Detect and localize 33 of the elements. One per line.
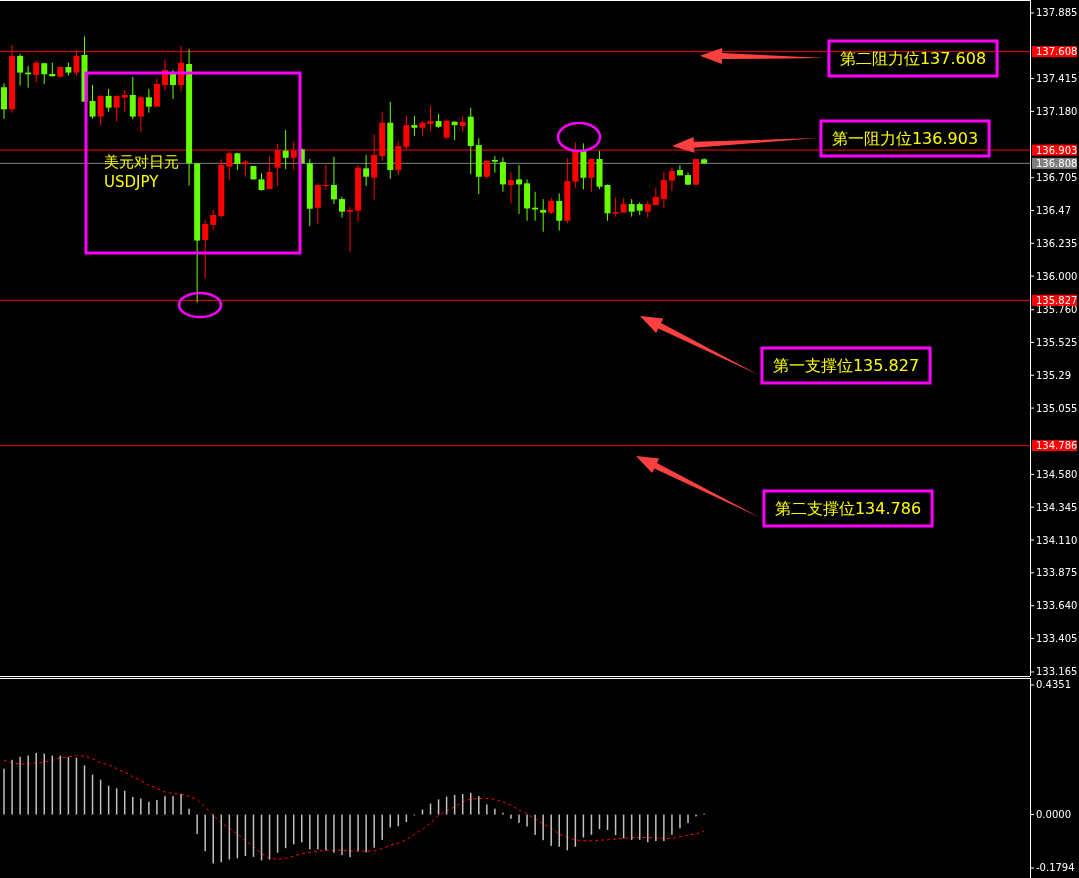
y-tick-label: 136.000 (1036, 270, 1078, 282)
y-tick-label: -0.1794 (1036, 862, 1075, 874)
annotation: 第一支撑位135.827 (772, 356, 920, 375)
y-tick-label: 0.0000 (1036, 809, 1071, 821)
price-label: 136.808 (1032, 157, 1078, 169)
y-tick-label: 134.580 (1036, 468, 1078, 480)
y-tick-label: 0.4351 (1036, 679, 1071, 691)
price-label: 135.827 (1032, 294, 1078, 306)
y-tick-label: 135.525 (1036, 336, 1078, 348)
annotation: 第一阻力位136.903 (831, 129, 979, 148)
y-tick-label: 137.180 (1036, 105, 1078, 117)
price-label: 136.903 (1032, 144, 1078, 156)
y-tick-label: 137.885 (1036, 7, 1078, 19)
y-tick-label: 133.405 (1036, 632, 1078, 644)
y-tick-label: 135.760 (1036, 304, 1078, 316)
y-tick-label: 134.345 (1036, 501, 1078, 513)
y-tick-label: 137.415 (1036, 73, 1078, 85)
y-tick-label: 133.640 (1036, 600, 1078, 612)
annotation: 第二支撑位134.786 (774, 499, 922, 518)
y-tick-label: 133.165 (1036, 666, 1078, 678)
annotation: USDJPY (104, 173, 160, 191)
y-tick-label: 135.055 (1036, 402, 1078, 414)
price-label: 137.608 (1032, 46, 1078, 58)
y-tick-label: 136.47 (1036, 205, 1071, 217)
y-tick-label: 133.875 (1036, 567, 1078, 579)
y-tick-label: 135.29 (1036, 369, 1071, 381)
y-tick-label: 136.235 (1036, 237, 1078, 249)
price-label: 134.786 (1032, 440, 1078, 452)
y-tick-label: 134.110 (1036, 534, 1078, 546)
line-series (3, 755, 705, 860)
annotation: 美元对日元 (104, 153, 179, 171)
y-tick-label: 136.705 (1036, 172, 1078, 184)
annotation: 第二阻力位137.608 (839, 49, 987, 68)
